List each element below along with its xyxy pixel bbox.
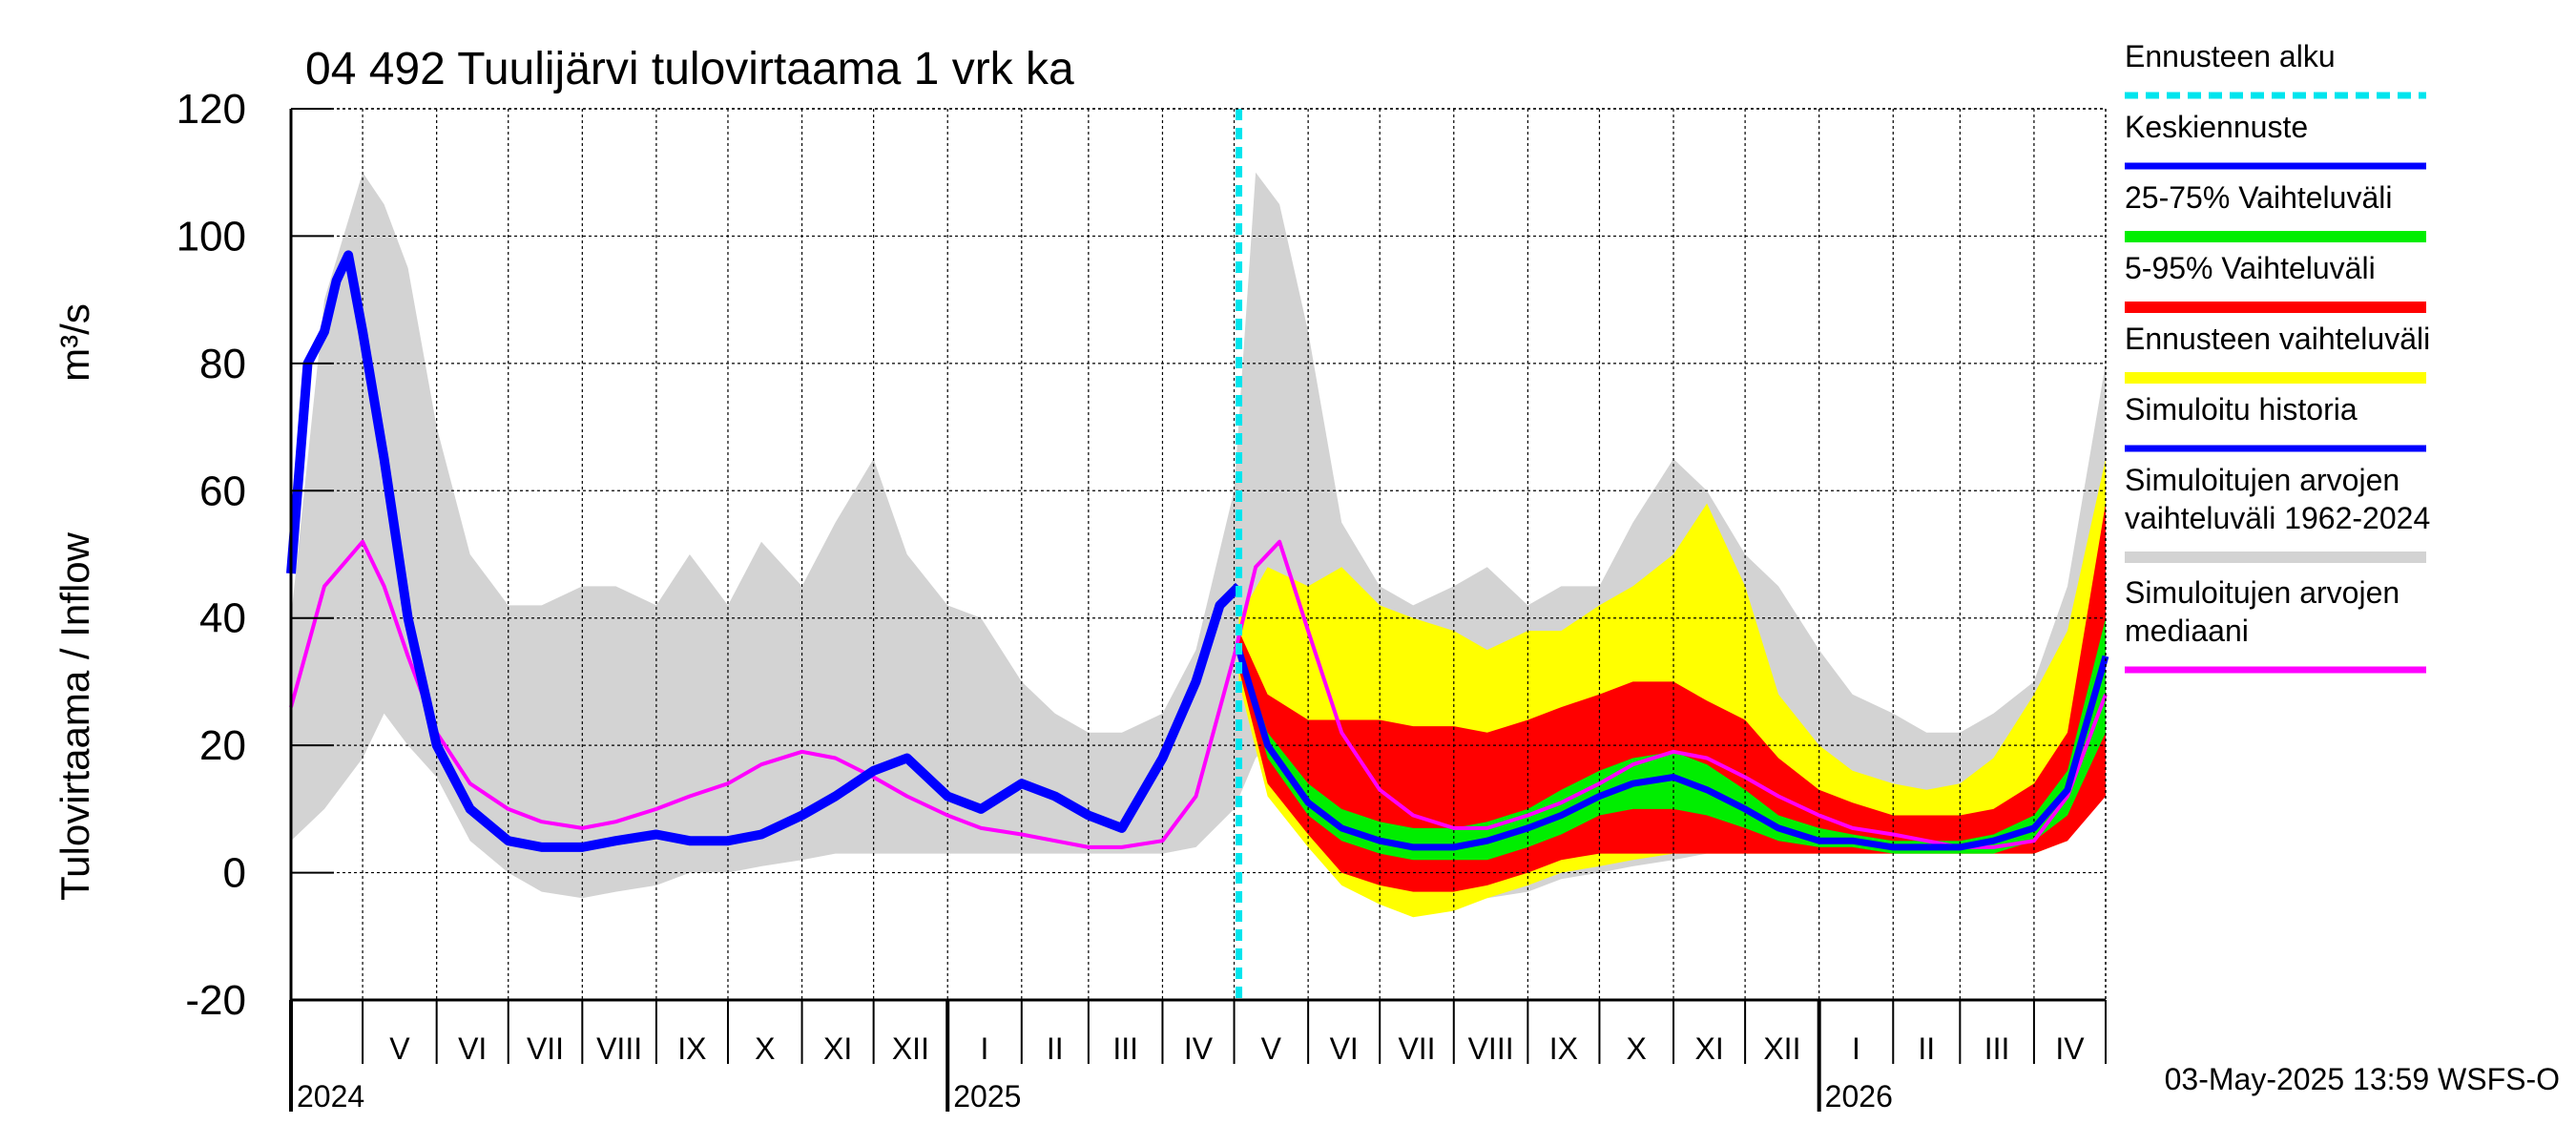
month-label-22: III — [1984, 1031, 2010, 1066]
legend-label-1: Keskiennuste — [2125, 110, 2308, 144]
series-line-2 — [1236, 649, 2109, 851]
legend-label-7: Simuloitujen arvojen — [2125, 575, 2399, 610]
month-label-9: II — [1047, 1031, 1064, 1066]
band-2 — [1238, 503, 2106, 892]
month-label-17: X — [1627, 1031, 1647, 1066]
month-label-20: I — [1852, 1031, 1860, 1066]
y-axis-label: Tulovirtaama / Inflow — [52, 531, 97, 901]
y-tick-label-2: 20 — [199, 722, 246, 769]
month-label-18: XI — [1694, 1031, 1723, 1066]
month-label-6: XI — [823, 1031, 852, 1066]
month-label-16: IX — [1549, 1031, 1578, 1066]
month-label-2: VII — [527, 1031, 564, 1066]
y-tick-label-6: 100 — [177, 213, 246, 260]
legend-label-7-1: mediaani — [2125, 614, 2249, 648]
month-label-1: VI — [458, 1031, 487, 1066]
month-label-3: VIII — [596, 1031, 642, 1066]
year-label-1: 2025 — [953, 1079, 1021, 1114]
axes-layer: -20 0 20 40 60 80 100 120 Tulovirtaama / Inflow m… — [52, 86, 2107, 1114]
month-label-7: XII — [892, 1031, 929, 1066]
y-tick-label-3: 40 — [199, 595, 246, 642]
legend-label-6: Simuloitujen arvojen — [2125, 463, 2399, 497]
series-line-0 — [289, 539, 2108, 849]
month-label-5: X — [755, 1031, 775, 1066]
month-label-13: VI — [1330, 1031, 1359, 1066]
month-label-19: XII — [1763, 1031, 1800, 1066]
month-label-14: VII — [1398, 1031, 1435, 1066]
month-label-11: IV — [1184, 1031, 1214, 1066]
y-axis-unit: m³/s — [52, 303, 97, 382]
y-tick-label-5: 80 — [199, 341, 246, 387]
legend-label-4: Ennusteen vaihteluväli — [2125, 322, 2430, 356]
legend-label-3: 5-95% Vaihteluväli — [2125, 251, 2376, 285]
legend-label-2: 25-75% Vaihteluväli — [2125, 180, 2392, 215]
y-tick-label-0: -20 — [185, 977, 246, 1024]
month-label-15: VIII — [1468, 1031, 1514, 1066]
month-label-0: V — [389, 1031, 410, 1066]
year-label-2: 2026 — [1825, 1079, 1893, 1114]
month-label-21: II — [1918, 1031, 1935, 1066]
month-label-23: IV — [2055, 1031, 2085, 1066]
month-label-12: V — [1261, 1031, 1282, 1066]
month-label-10: III — [1112, 1031, 1138, 1066]
chart-title: 04 492 Tuulijärvi tulovirtaama 1 vrk ka — [305, 44, 1074, 94]
legend-label-6-1: vaihteluväli 1962-2024 — [2125, 501, 2430, 535]
line-layer — [286, 109, 2109, 1000]
series-line-1 — [286, 250, 1243, 852]
legend-label-0: Ennusteen alku — [2125, 39, 2336, 73]
legend: Ennusteen alku Keskiennuste 25-75% Vaihtel… — [2125, 39, 2430, 674]
month-label-8: I — [981, 1031, 989, 1066]
y-tick-label-7: 120 — [177, 86, 246, 133]
legend-label-5: Simuloitu historia — [2125, 392, 2358, 427]
y-tick-label-1: 0 — [223, 850, 246, 897]
footer-timestamp: 03-May-2025 13:59 WSFS-O — [2165, 1062, 2560, 1096]
year-label-0: 2024 — [297, 1079, 364, 1114]
y-tick-label-4: 60 — [199, 468, 246, 514]
month-label-4: IX — [677, 1031, 706, 1066]
